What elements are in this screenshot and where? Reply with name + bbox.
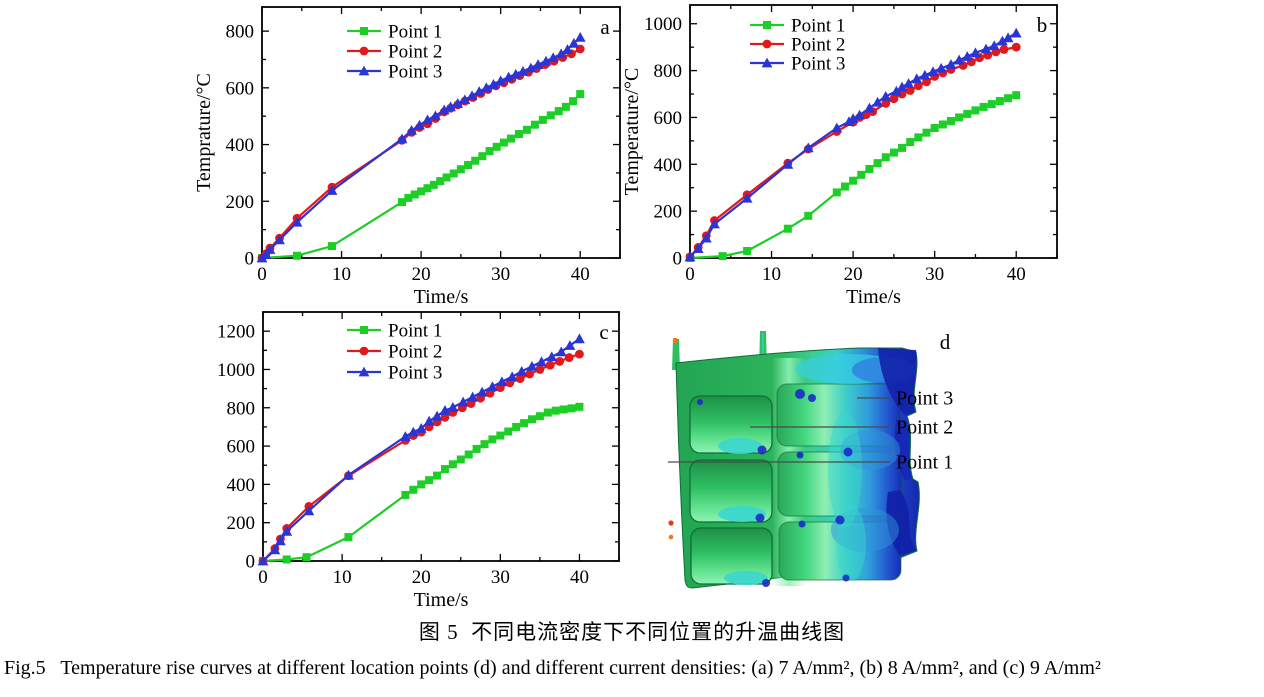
x-tick-label: 0 — [257, 264, 267, 285]
y-tick-label: 600 — [227, 437, 256, 458]
x-axis-title: Time/s — [414, 589, 469, 611]
y-tick-label: 0 — [673, 249, 683, 270]
figure-canvas: 0 10 20 30 400200400600800Time/sTemprature/°… — [193, 4, 1058, 611]
series-point-3 — [684, 27, 1022, 262]
x-tick-label: 30 — [925, 264, 944, 285]
panel-letter-c: c — [599, 320, 608, 344]
chart-b: 0 10 20 30 4002004006008001000Time/sTemperat… — [621, 4, 1058, 308]
legend-label: Point 3 — [388, 363, 442, 384]
x-tick-label: 10 — [332, 264, 351, 285]
x-tick-label: 40 — [570, 567, 589, 588]
caption-chinese: 图 5 不同电流密度下不同位置的升温曲线图 — [418, 620, 846, 644]
x-tick-label: 40 — [1007, 264, 1026, 285]
x-tick-label: 20 — [844, 264, 863, 285]
panel-d-contour: Point 3 Point 2 Point 1 d — [668, 330, 953, 589]
y-tick-label: 400 — [226, 135, 255, 156]
y-tick-label: 0 — [245, 249, 255, 270]
y-tick-label: 200 — [226, 192, 255, 213]
chart-c: 0 10 20 30 40020040060080010001200Time/sPoin… — [217, 311, 620, 611]
legend-label: Point 1 — [388, 321, 442, 342]
x-tick-label: 0 — [258, 567, 268, 588]
legend-label: Point 3 — [791, 54, 845, 75]
plot-frame — [689, 4, 1058, 259]
y-tick-label: 200 — [654, 202, 683, 223]
x-tick-label: 40 — [571, 264, 590, 285]
y-tick-label: 600 — [654, 108, 683, 129]
chart-a: 0 10 20 30 400200400600800Time/sTemprature/°… — [193, 6, 621, 308]
legend-label: Point 1 — [791, 16, 845, 37]
plot-frame — [261, 6, 621, 259]
y-tick-label: 600 — [226, 78, 255, 99]
y-tick-label: 400 — [227, 475, 256, 496]
legend-label: Point 2 — [791, 35, 845, 56]
series-point-1 — [259, 402, 584, 565]
y-tick-label: 800 — [654, 61, 683, 82]
series-point-3 — [256, 31, 586, 263]
x-tick-label: 30 — [491, 567, 510, 588]
x-tick-label: 10 — [333, 567, 352, 588]
x-tick-label: 20 — [412, 567, 431, 588]
y-tick-label: 400 — [654, 155, 683, 176]
y-axis-title: Temperature/°C — [621, 68, 643, 196]
caption-english: Fig.5 Temperature rise curves at differe… — [4, 657, 1101, 679]
point-label-point-3: Point 3 — [896, 388, 953, 410]
point-label-point-2: Point 2 — [896, 417, 953, 439]
plot-frame — [262, 311, 620, 562]
legend-label: Point 2 — [388, 342, 442, 363]
y-tick-label: 800 — [227, 398, 256, 419]
y-tick-label: 1000 — [217, 360, 255, 381]
series-point-1 — [258, 90, 585, 262]
legend-label: Point 2 — [388, 42, 442, 63]
y-tick-label: 200 — [227, 513, 256, 534]
x-axis-title: Time/s — [846, 286, 901, 308]
x-axis-title: Time/s — [414, 286, 469, 308]
panel-letter-a: a — [600, 15, 610, 39]
legend-label: Point 3 — [388, 62, 442, 83]
y-tick-label: 800 — [226, 22, 255, 43]
series-point-2 — [685, 42, 1021, 262]
y-axis-title: Temprature/°C — [193, 73, 215, 192]
figure-panels: 0 10 20 30 40 0 200 400 600 800 Time/s Temprature/°… — [193, 4, 1058, 611]
x-tick-label: 0 — [685, 264, 695, 285]
x-tick-label: 30 — [491, 264, 510, 285]
x-tick-label: 10 — [762, 264, 781, 285]
y-tick-label: 1200 — [217, 322, 255, 343]
y-tick-label: 1000 — [644, 14, 682, 35]
series-point-3 — [257, 333, 585, 566]
panel-letter-b: b — [1037, 13, 1048, 37]
point-label-point-1: Point 1 — [896, 452, 953, 474]
panel-letter-d: d — [940, 330, 951, 354]
y-tick-label: 0 — [246, 552, 256, 573]
legend-label: Point 1 — [388, 22, 442, 43]
x-tick-label: 20 — [412, 264, 431, 285]
